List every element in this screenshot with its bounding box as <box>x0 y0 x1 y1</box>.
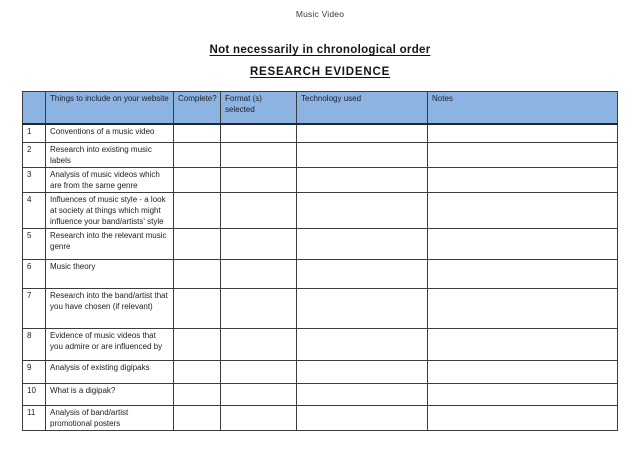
table-row: 8 Evidence of music videos that you admir… <box>22 327 618 361</box>
table-body: 1 Conventions of a music video 2 Research i… <box>22 123 618 431</box>
table-row: 4 Influences of music style - a look at s… <box>22 191 618 229</box>
item-cell: Analysis of music videos which are from … <box>45 166 174 193</box>
notes-cell <box>427 123 618 143</box>
notes-cell <box>427 382 618 406</box>
item-cell: Analysis of existing digipaks <box>45 359 174 384</box>
row-number-cell: 10 <box>22 382 46 406</box>
notes-cell <box>427 166 618 193</box>
technology-cell <box>296 166 428 193</box>
item-cell: Analysis of band/artist promotional post… <box>45 404 174 431</box>
complete-cell <box>173 287 221 329</box>
format-cell <box>220 404 297 431</box>
header-cell-notes: Notes <box>427 91 618 125</box>
complete-cell <box>173 227 221 260</box>
technology-cell <box>296 287 428 329</box>
header-cell-technology-used: Technology used <box>296 91 428 125</box>
complete-cell <box>173 359 221 384</box>
item-cell: Research into the band/artist that you h… <box>45 287 174 329</box>
item-cell: Conventions of a music video <box>45 123 174 143</box>
notes-cell <box>427 327 618 361</box>
format-cell <box>220 382 297 406</box>
table-row: 11 Analysis of band/artist promotional po… <box>22 404 618 431</box>
heading-research-evidence: RESEARCH EVIDENCE <box>249 66 391 78</box>
item-cell: Research into the relevant music genre <box>45 227 174 260</box>
complete-cell <box>173 258 221 289</box>
item-cell: Research into existing music labels <box>45 141 174 168</box>
item-cell: Music theory <box>45 258 174 289</box>
table-row: 9 Analysis of existing digipaks <box>22 359 618 384</box>
complete-cell <box>173 123 221 143</box>
row-number-cell: 1 <box>22 123 46 143</box>
row-number-cell: 6 <box>22 258 46 289</box>
technology-cell <box>296 123 428 143</box>
row-number-cell: 2 <box>22 141 46 168</box>
notes-cell <box>427 227 618 260</box>
format-cell <box>220 287 297 329</box>
technology-cell <box>296 141 428 168</box>
header-cell-format-selected: Format (s) selected <box>220 91 297 125</box>
complete-cell <box>173 327 221 361</box>
heading-chronological-order: Not necessarily in chronological order <box>209 44 431 56</box>
header-cell-number <box>22 91 46 125</box>
technology-cell <box>296 359 428 384</box>
technology-cell <box>296 382 428 406</box>
notes-cell <box>427 191 618 229</box>
header-cell-things-to-include: Things to include on your website <box>45 91 174 125</box>
table-row: 5 Research into the relevant music genre <box>22 227 618 260</box>
row-number-cell: 3 <box>22 166 46 193</box>
complete-cell <box>173 141 221 168</box>
format-cell <box>220 166 297 193</box>
complete-cell <box>173 191 221 229</box>
row-number-cell: 7 <box>22 287 46 329</box>
format-cell <box>220 123 297 143</box>
row-number-cell: 5 <box>22 227 46 260</box>
format-cell <box>220 191 297 229</box>
row-number-cell: 4 <box>22 191 46 229</box>
technology-cell <box>296 327 428 361</box>
format-cell <box>220 258 297 289</box>
table-row: 1 Conventions of a music video <box>22 123 618 143</box>
notes-cell <box>427 141 618 168</box>
item-cell: What is a digipak? <box>45 382 174 406</box>
complete-cell <box>173 382 221 406</box>
notes-cell <box>427 287 618 329</box>
header-cell-complete: Complete? <box>173 91 221 125</box>
notes-cell <box>427 404 618 431</box>
technology-cell <box>296 191 428 229</box>
technology-cell <box>296 258 428 289</box>
table-row: 7 Research into the band/artist that you … <box>22 287 618 329</box>
table-row: 10 What is a digipak? <box>22 382 618 406</box>
technology-cell <box>296 404 428 431</box>
row-number-cell: 11 <box>22 404 46 431</box>
table-header-row: Things to include on your website Comple… <box>22 91 618 125</box>
technology-cell <box>296 227 428 260</box>
item-cell: Influences of music style - a look at so… <box>45 191 174 229</box>
table-row: 2 Research into existing music labels <box>22 141 618 168</box>
format-cell <box>220 327 297 361</box>
research-evidence-table: Things to include on your website Comple… <box>22 91 618 431</box>
table-row: 3 Analysis of music videos which are from… <box>22 166 618 193</box>
table-row: 6 Music theory <box>22 258 618 289</box>
complete-cell <box>173 166 221 193</box>
complete-cell <box>173 404 221 431</box>
format-cell <box>220 141 297 168</box>
format-cell <box>220 227 297 260</box>
notes-cell <box>427 258 618 289</box>
row-number-cell: 9 <box>22 359 46 384</box>
item-cell: Evidence of music videos that you admire… <box>45 327 174 361</box>
row-number-cell: 8 <box>22 327 46 361</box>
doc-title: Music Video <box>295 9 345 19</box>
format-cell <box>220 359 297 384</box>
notes-cell <box>427 359 618 384</box>
